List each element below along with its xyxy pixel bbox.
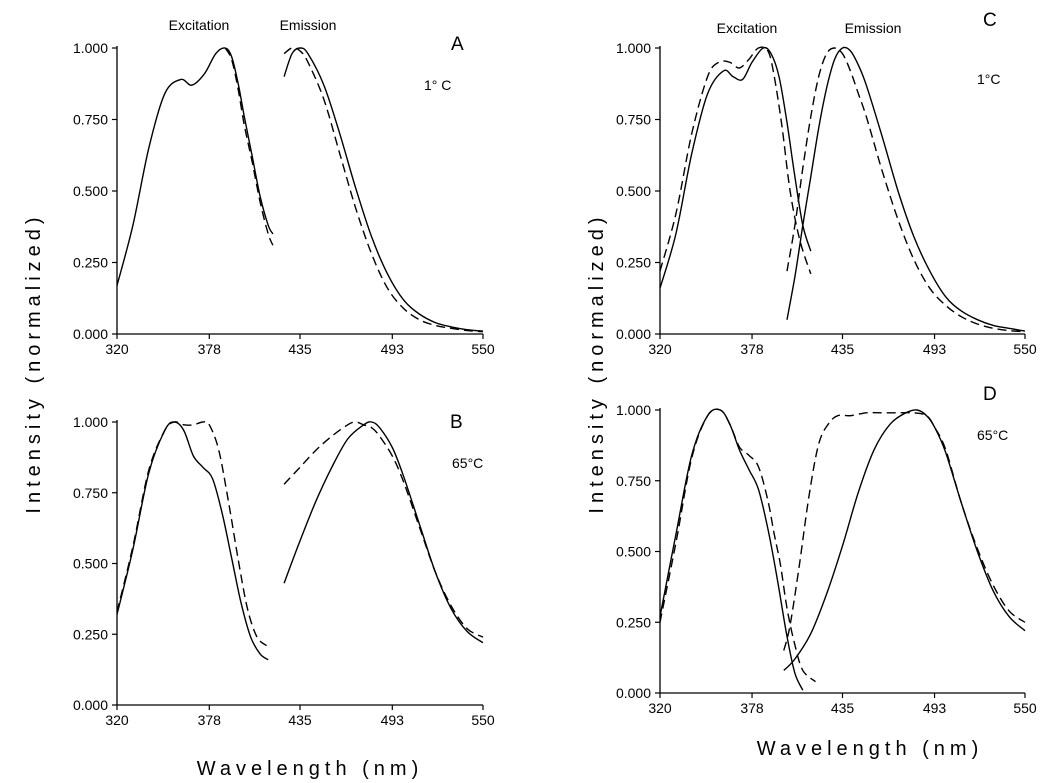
x-tick-label: 550 <box>1013 700 1037 716</box>
x-tick-label: 493 <box>923 341 947 357</box>
x-tick-label: 378 <box>198 341 222 357</box>
y-tick-label: 0.500 <box>616 183 651 199</box>
y-tick-label: 0.750 <box>616 112 651 128</box>
series-line-solid <box>783 409 1026 671</box>
y-tick-label: 0.500 <box>73 183 108 199</box>
panel-letter: D <box>983 384 997 405</box>
series-line-dashed <box>659 46 812 275</box>
y-tick-label: 0.000 <box>616 685 651 701</box>
series-line-dashed <box>783 411 1026 651</box>
excitation-label-right: Excitation <box>717 20 778 36</box>
y-axis-title-right: Intensity (normalized) <box>586 212 608 513</box>
y-tick-label: 0.250 <box>616 614 651 630</box>
x-tick-label: 435 <box>288 712 312 728</box>
series-line-solid <box>116 421 269 661</box>
x-tick-label: 435 <box>831 341 855 357</box>
y-tick-label: 1.000 <box>73 414 108 430</box>
y-tick-label: 0.500 <box>616 544 651 560</box>
y-tick-label: 0.250 <box>73 255 108 271</box>
y-tick-label: 0.000 <box>73 697 108 713</box>
panel-a: 0.000 0.250 0.500 0.750 1.000 320 378 435 493 550… <box>73 34 495 357</box>
x-tick-label: 378 <box>740 341 764 357</box>
y-tick-label: 1.000 <box>616 402 651 418</box>
series-line-solid <box>283 47 484 332</box>
y-tick-label: 0.750 <box>73 485 108 501</box>
series-line-dashed <box>786 47 1026 333</box>
temperature-annotation: 65°C <box>452 455 483 471</box>
y-tick-label: 0.500 <box>73 556 108 572</box>
y-tick-label: 1.000 <box>73 40 108 56</box>
x-tick-label: 378 <box>198 712 222 728</box>
x-tick-label: 550 <box>471 712 495 728</box>
panel-d: 0.000 0.250 0.500 0.750 1.000 320 378 435 493 550… <box>616 384 1037 716</box>
series-line-dashed <box>224 47 274 246</box>
x-tick-label: 435 <box>288 341 312 357</box>
temperature-annotation: 1° C <box>424 77 451 93</box>
y-tick-label: 0.000 <box>616 326 651 342</box>
x-axis-title-left: Wavelength (nm) <box>197 758 424 780</box>
panel-letter: B <box>450 412 463 433</box>
series-line-solid <box>659 46 812 289</box>
y-tick-label: 1.000 <box>616 40 651 56</box>
series-line-solid <box>116 47 274 286</box>
temperature-annotation: 65°C <box>977 427 1008 443</box>
emission-label-left: Emission <box>280 17 337 33</box>
y-axis-title-left: Intensity (normalized) <box>23 212 45 513</box>
series-line-dashed <box>283 421 484 638</box>
series-line-dashed <box>659 408 816 683</box>
panel-letter: C <box>983 10 997 31</box>
series-line-dashed <box>116 420 268 647</box>
y-tick-label: 0.250 <box>616 255 651 271</box>
x-tick-label: 550 <box>471 341 495 357</box>
series-line-solid <box>659 408 804 691</box>
panel-letter: A <box>451 34 464 55</box>
emission-label-right: Emission <box>845 20 902 36</box>
y-tick-label: 0.250 <box>73 626 108 642</box>
x-tick-label: 320 <box>105 341 129 357</box>
x-tick-label: 550 <box>1013 341 1037 357</box>
x-tick-label: 320 <box>648 341 672 357</box>
y-tick-label: 0.750 <box>73 112 108 128</box>
panel-b: 0.000 0.250 0.500 0.750 1.000 320 378 435 493 550… <box>73 412 495 728</box>
series-line-solid <box>283 421 484 644</box>
x-tick-label: 320 <box>105 712 129 728</box>
x-tick-label: 378 <box>740 700 764 716</box>
y-tick-label: 0.750 <box>616 473 651 489</box>
y-tick-label: 0.000 <box>73 326 108 342</box>
temperature-annotation: 1°C <box>977 71 1001 87</box>
x-tick-label: 320 <box>648 700 672 716</box>
series-line-solid <box>786 46 1026 332</box>
x-tick-label: 493 <box>381 712 405 728</box>
series-line-dashed <box>283 47 484 333</box>
excitation-label-left: Excitation <box>169 17 230 33</box>
x-tick-label: 493 <box>923 700 947 716</box>
x-tick-label: 493 <box>381 341 405 357</box>
x-tick-label: 435 <box>831 700 855 716</box>
panel-c: 0.000 0.250 0.500 0.750 1.000 320 378 435 493 550… <box>616 10 1037 357</box>
x-axis-title-right: Wavelength (nm) <box>757 738 984 760</box>
